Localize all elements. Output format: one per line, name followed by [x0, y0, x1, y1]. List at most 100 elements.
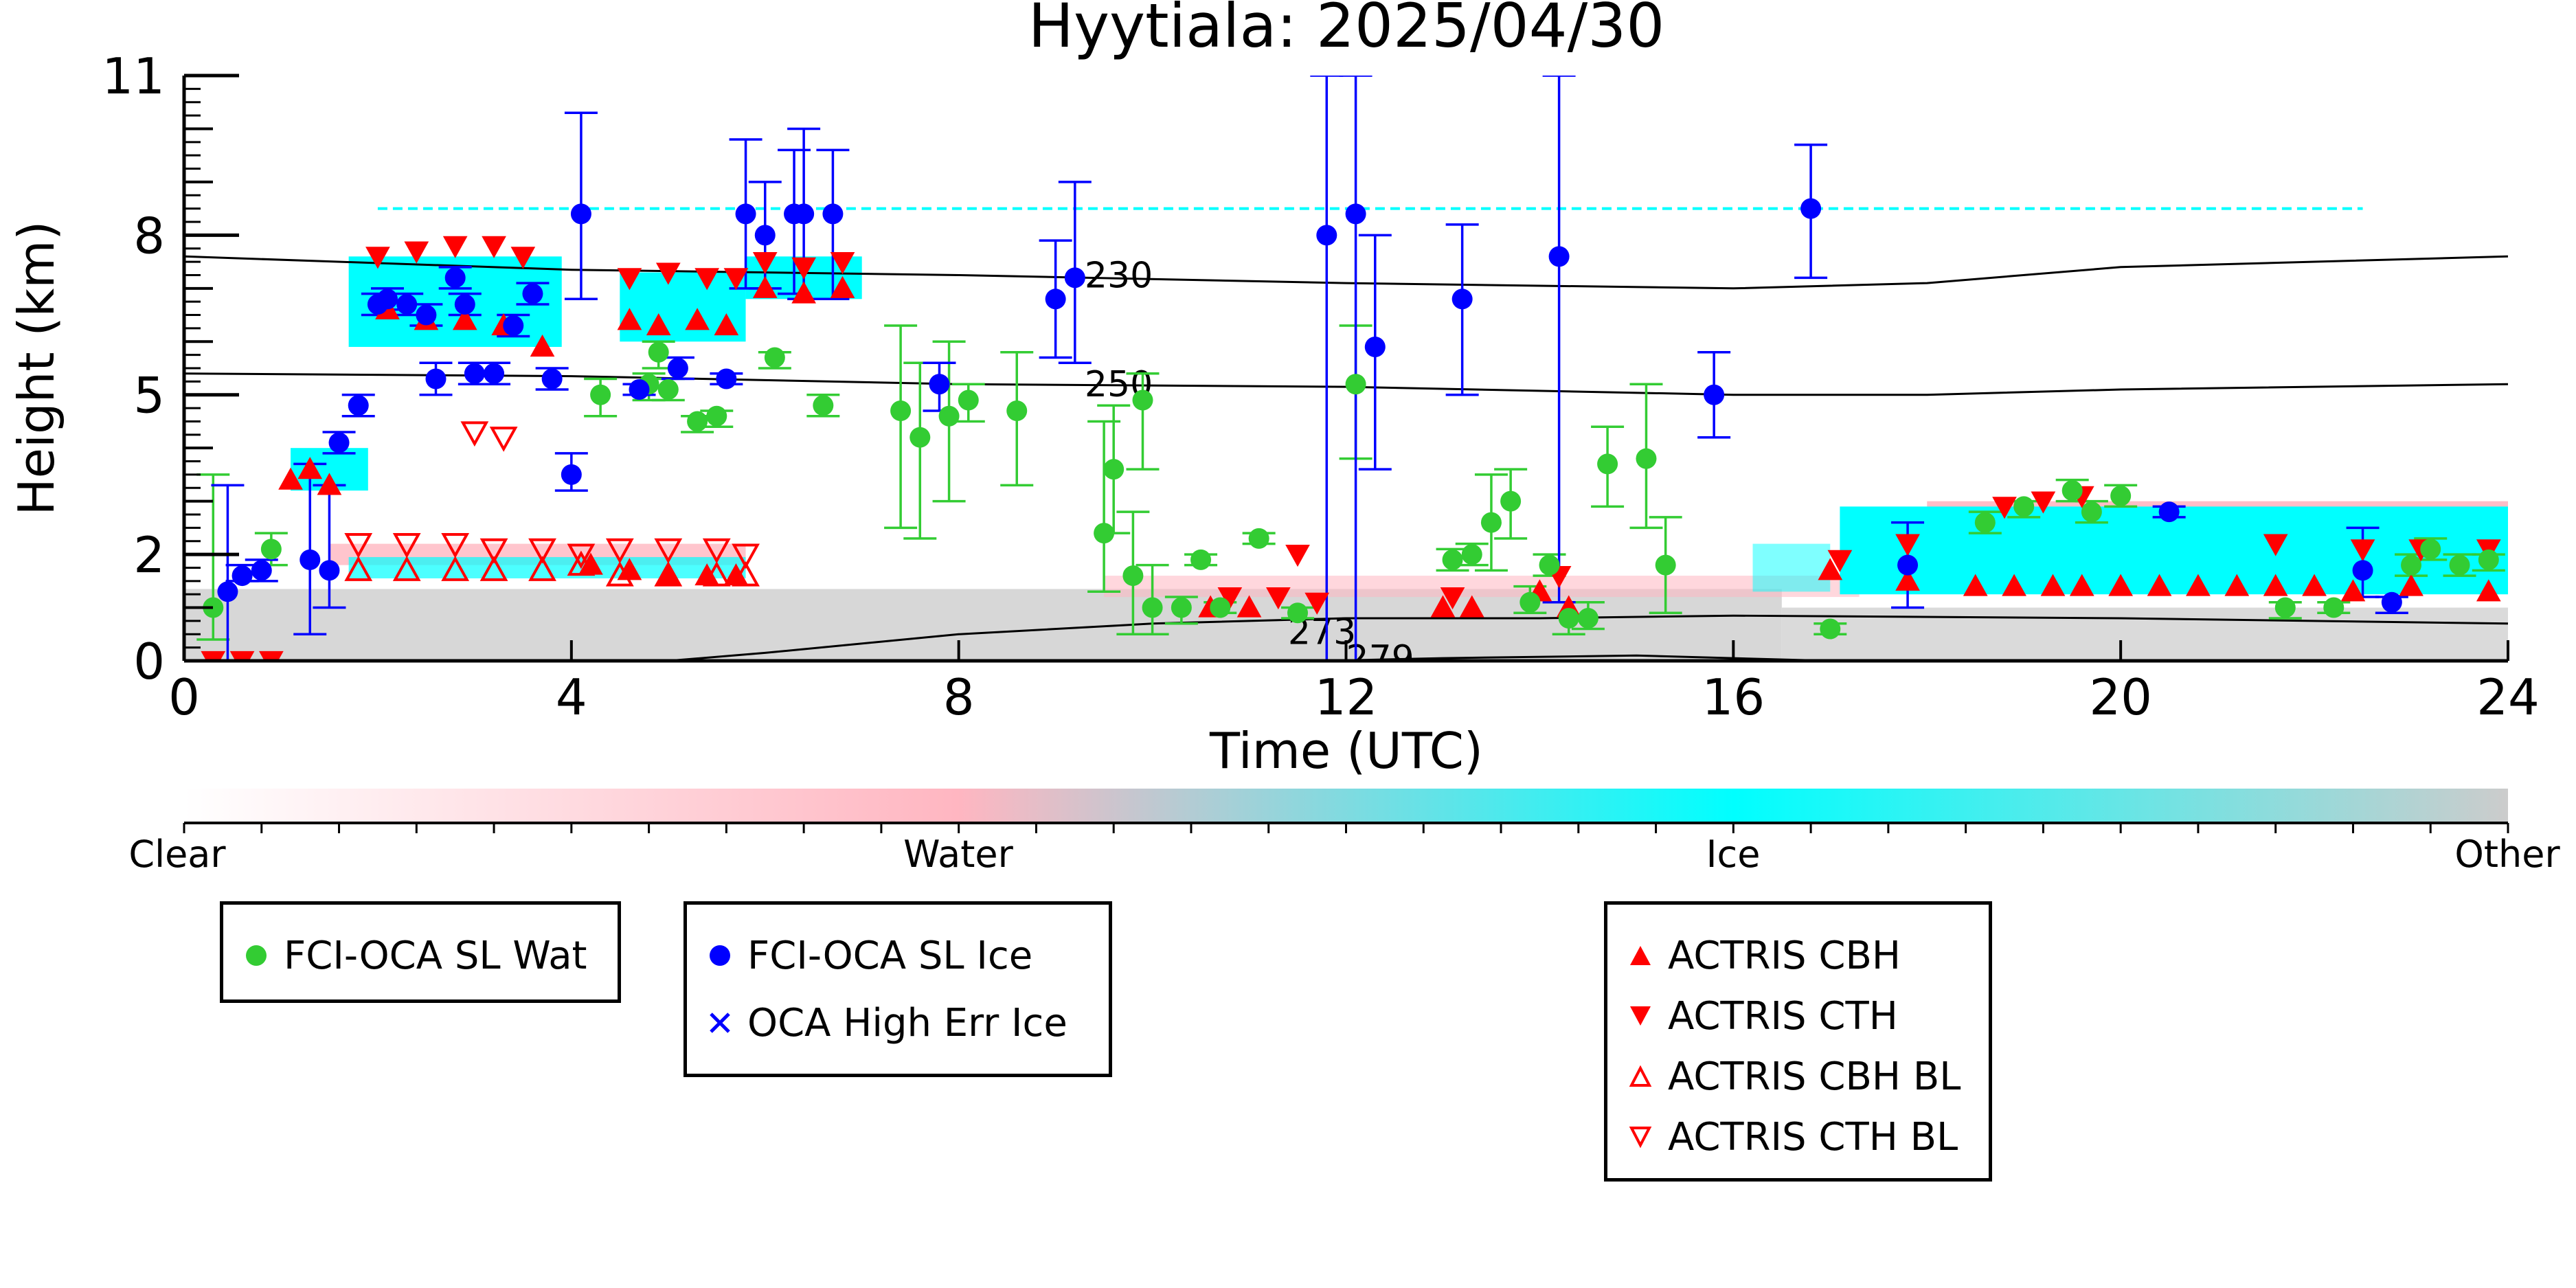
ice-region-sparse: [1752, 543, 1831, 592]
fci-oca-sl-ice-marker: [484, 363, 505, 384]
actris-cth-marker: [2031, 491, 2056, 514]
actris-cth-marker: [1827, 550, 1853, 572]
actris-cth-marker: [442, 236, 468, 258]
fci-oca-sl-wat-marker: [890, 400, 912, 421]
legend-label: ACTRIS CTH: [1668, 993, 1898, 1039]
fci-oca-sl-ice-marker: [464, 363, 485, 384]
fci-oca-sl-wat-marker: [1539, 554, 1560, 576]
actris-cbh-marker: [791, 281, 816, 304]
fci-oca-sl-ice-marker: [1364, 337, 1386, 358]
colorbar-gradient: [184, 789, 2508, 823]
fci-oca-sl-ice-marker: [1316, 225, 1337, 246]
fci-oca-sl-ice-marker: [1345, 203, 1366, 225]
actris-cbh-bl-marker: [654, 561, 683, 587]
actris-cth-marker: [617, 268, 642, 291]
fci-oca-sl-wat-marker: [813, 395, 834, 416]
actris-cth-bl-marker: [344, 533, 373, 558]
fci-oca-sl-wat-marker: [1636, 448, 1657, 469]
actris-cbh-marker: [2224, 574, 2250, 596]
fci-oca-sl-wat-marker: [1006, 400, 1028, 421]
legend-entry-actris-cth-bl: ACTRIS CTH BL: [1607, 1109, 1989, 1164]
fci-oca-sl-wat-marker: [2420, 539, 2441, 560]
fci-oca-sl-wat-marker: [1248, 528, 1269, 549]
y-tick-label: 0: [133, 633, 165, 690]
fci-oca-sl-wat-marker: [1142, 597, 1163, 618]
actris-cth-marker: [1992, 497, 2017, 519]
fci-oca-sl-ice-marker: [454, 294, 475, 315]
fci-oca-sl-wat-marker: [958, 389, 979, 411]
actris-cbh-marker: [2069, 574, 2094, 596]
legend-entry-fci-oca-sl-ice: FCI-OCA SL Ice: [687, 928, 1109, 983]
actris-cbh-marker: [1236, 595, 1262, 618]
legend-label: FCI-OCA SL Ice: [747, 933, 1033, 978]
actris-cth-bl-marker: [567, 543, 596, 569]
actris-cth-bl-marker: [605, 538, 634, 564]
actris-cbh-bl-marker: [732, 561, 760, 587]
actris-cth-marker: [2263, 534, 2288, 556]
actris-cth-marker: [2350, 539, 2375, 562]
other-region-low: [184, 589, 1782, 661]
fci-oca-sl-wat-marker: [1442, 549, 1463, 570]
contour-line-250: [184, 372, 2508, 396]
fci-oca-sl-ice-marker: [416, 304, 437, 326]
fci-oca-sl-ice-marker: [300, 549, 321, 570]
x-tick-label: 8: [943, 668, 975, 726]
fci-oca-sl-ice-marker: [444, 267, 466, 289]
blue-cross-marker-icon: [710, 1013, 730, 1033]
actris-cbh-marker: [2476, 579, 2501, 602]
legend-label: ACTRIS CTH BL: [1668, 1114, 1958, 1160]
fci-oca-sl-wat-marker: [2449, 554, 2470, 576]
fci-oca-sl-ice-marker: [1451, 289, 1473, 310]
fci-oca-sl-ice-marker: [522, 283, 543, 304]
fci-oca-sl-wat-marker: [1190, 549, 1212, 570]
green-circle-marker-icon: [246, 945, 267, 966]
fci-oca-sl-ice-marker: [2352, 560, 2373, 581]
fci-oca-sl-ice-marker: [735, 203, 756, 225]
actris-cbh-bl-marker: [344, 556, 373, 581]
fci-oca-sl-wat-marker: [590, 384, 611, 405]
legend-label: OCA High Err Ice: [747, 1000, 1067, 1046]
x-tick-label: 12: [1315, 668, 1378, 726]
fci-oca-sl-wat-marker: [1974, 512, 1996, 533]
fci-oca-sl-ice-marker: [2381, 591, 2402, 613]
actris-cth-marker: [365, 247, 390, 269]
fci-oca-sl-ice-marker: [2158, 501, 2180, 523]
actris-cth-marker: [723, 268, 749, 291]
actris-cbh-marker: [2399, 574, 2424, 596]
filled-triangle-down-marker-icon: [1630, 1006, 1651, 1026]
legend-entry-fci-oca-sl-wat: FCI-OCA SL Wat: [223, 928, 618, 983]
actris-cbh-marker: [1430, 595, 1456, 618]
legend-ice: FCI-OCA SL Ice OCA High Err Ice: [683, 901, 1112, 1077]
fci-oca-sl-wat-marker: [1171, 597, 1192, 618]
fci-oca-sl-ice-marker: [561, 464, 582, 485]
actris-cbh-marker: [278, 467, 303, 490]
fci-oca-sl-ice-marker: [231, 565, 253, 587]
fci-oca-sl-wat-marker: [657, 379, 679, 400]
fci-oca-sl-ice-marker: [1548, 246, 1570, 267]
actris-cbh-marker: [830, 275, 855, 298]
actris-cbh-marker: [2108, 574, 2134, 596]
actris-cth-marker: [482, 236, 506, 258]
actris-cbh-marker: [714, 313, 739, 336]
fci-oca-sl-wat-marker: [1500, 490, 1522, 512]
fci-oca-sl-wat-marker: [1210, 597, 1231, 618]
fci-oca-sl-wat-marker: [2274, 597, 2296, 618]
fci-oca-sl-ice-marker: [217, 581, 238, 602]
x-tick-label: 4: [556, 668, 587, 726]
actris-cth-marker: [1304, 592, 1330, 615]
actris-cbh-marker: [530, 334, 555, 357]
actris-cbh-marker: [317, 473, 342, 495]
contour-label-230: 230: [1085, 255, 1153, 296]
fci-oca-sl-wat-marker: [1103, 459, 1125, 480]
open-triangle-down-marker-icon: [1629, 1127, 1652, 1149]
actris-cth-marker: [229, 651, 255, 661]
legend-entry-actris-cbh-bl: ACTRIS CBH BL: [1607, 1049, 1989, 1104]
actris-cbh-marker: [685, 308, 710, 330]
fci-oca-sl-wat-marker: [687, 411, 708, 432]
fci-oca-sl-ice-marker: [1064, 267, 1085, 289]
fci-oca-sl-ice-marker: [667, 358, 688, 379]
actris-cbh-bl-marker: [528, 556, 556, 581]
fci-oca-sl-wat-marker: [2013, 496, 2035, 517]
actris-cth-bl-marker: [732, 543, 760, 569]
fci-oca-sl-wat-marker: [1820, 618, 1841, 640]
